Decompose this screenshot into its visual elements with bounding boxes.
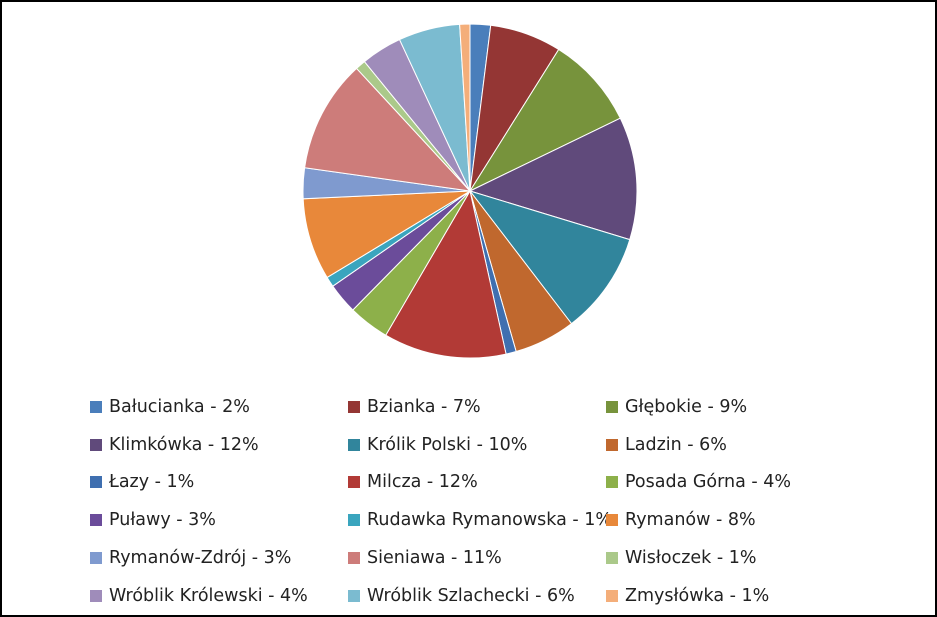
legend-label: Wróblik Królewski - 4% (109, 585, 308, 606)
legend-swatch (348, 552, 360, 565)
legend-label: Puławy - 3% (109, 510, 216, 531)
legend-swatch (348, 514, 360, 527)
legend-item: Rymanów - 8% (606, 501, 850, 539)
legend-label: Bałucianka - 2% (109, 396, 250, 417)
legend-swatch (90, 589, 102, 602)
legend-swatch (90, 552, 102, 565)
legend-swatch (606, 476, 618, 489)
legend-item: Łazy - 1% (90, 464, 348, 502)
pie-slice (468, 117, 638, 241)
legend-swatch (606, 552, 618, 565)
legend-swatch (348, 438, 360, 451)
legend-label: Klimkówka - 12% (109, 434, 259, 455)
legend-item: Bzianka - 7% (348, 388, 606, 426)
legend-item: Królik Polski - 10% (348, 426, 606, 464)
legend-swatch (348, 400, 360, 413)
legend-label: Posada Górna - 4% (625, 472, 792, 493)
legend-label: Rudawka Rymanowska - 1% (367, 510, 613, 531)
legend-swatch (90, 438, 102, 451)
legend-swatch (90, 476, 102, 489)
legend-item: Puławy - 3% (90, 501, 348, 539)
pie-slice (468, 48, 621, 193)
pie-slice (468, 190, 631, 325)
legend-item: Klimkówka - 12% (90, 426, 348, 464)
legend-swatch (90, 400, 102, 413)
pie-slice (459, 23, 471, 192)
legend-swatch (348, 589, 360, 602)
legend-label: Milcza - 12% (367, 472, 478, 493)
legend-label: Głębokie - 9% (625, 396, 748, 417)
legend-label: Ladzin - 6% (625, 434, 727, 455)
legend-swatch (90, 514, 102, 527)
pie-slice (385, 189, 507, 359)
legend-label: Bzianka - 7% (367, 396, 481, 417)
legend-item: Głębokie - 9% (606, 388, 850, 426)
legend-item: Wróblik Szlachecki - 6% (348, 577, 606, 615)
chart-legend: Bałucianka - 2% Bzianka - 7% Głębokie - 9%… (90, 388, 850, 615)
legend-swatch (606, 514, 618, 527)
legend-item: Milcza - 12% (348, 464, 606, 502)
legend-label: Wróblik Szlachecki - 6% (367, 585, 575, 606)
legend-swatch (348, 476, 360, 489)
legend-item: Bałucianka - 2% (90, 388, 348, 426)
legend-label: Rymanów - 8% (625, 510, 756, 531)
legend-label: Wisłoczek - 1% (625, 548, 757, 569)
legend-label: Królik Polski - 10% (367, 434, 528, 455)
legend-item: Ladzin - 6% (606, 426, 850, 464)
legend-item: Sieniawa - 11% (348, 539, 606, 577)
legend-label: Łazy - 1% (109, 472, 195, 493)
legend-swatch (606, 400, 618, 413)
legend-label: Sieniawa - 11% (367, 548, 502, 569)
legend-item: Posada Górna - 4% (606, 464, 850, 502)
legend-item: Rymanów-Zdrój - 3% (90, 539, 348, 577)
legend-item: Wróblik Królewski - 4% (90, 577, 348, 615)
legend-swatch (606, 589, 618, 602)
pie-slice (304, 67, 472, 192)
legend-item: Zmysłówka - 1% (606, 577, 850, 615)
legend-label: Rymanów-Zdrój - 3% (109, 548, 292, 569)
legend-swatch (606, 438, 618, 451)
legend-item: Wisłoczek - 1% (606, 539, 850, 577)
legend-label: Zmysłówka - 1% (625, 585, 770, 606)
legend-item: Rudawka Rymanowska - 1% (348, 501, 612, 539)
